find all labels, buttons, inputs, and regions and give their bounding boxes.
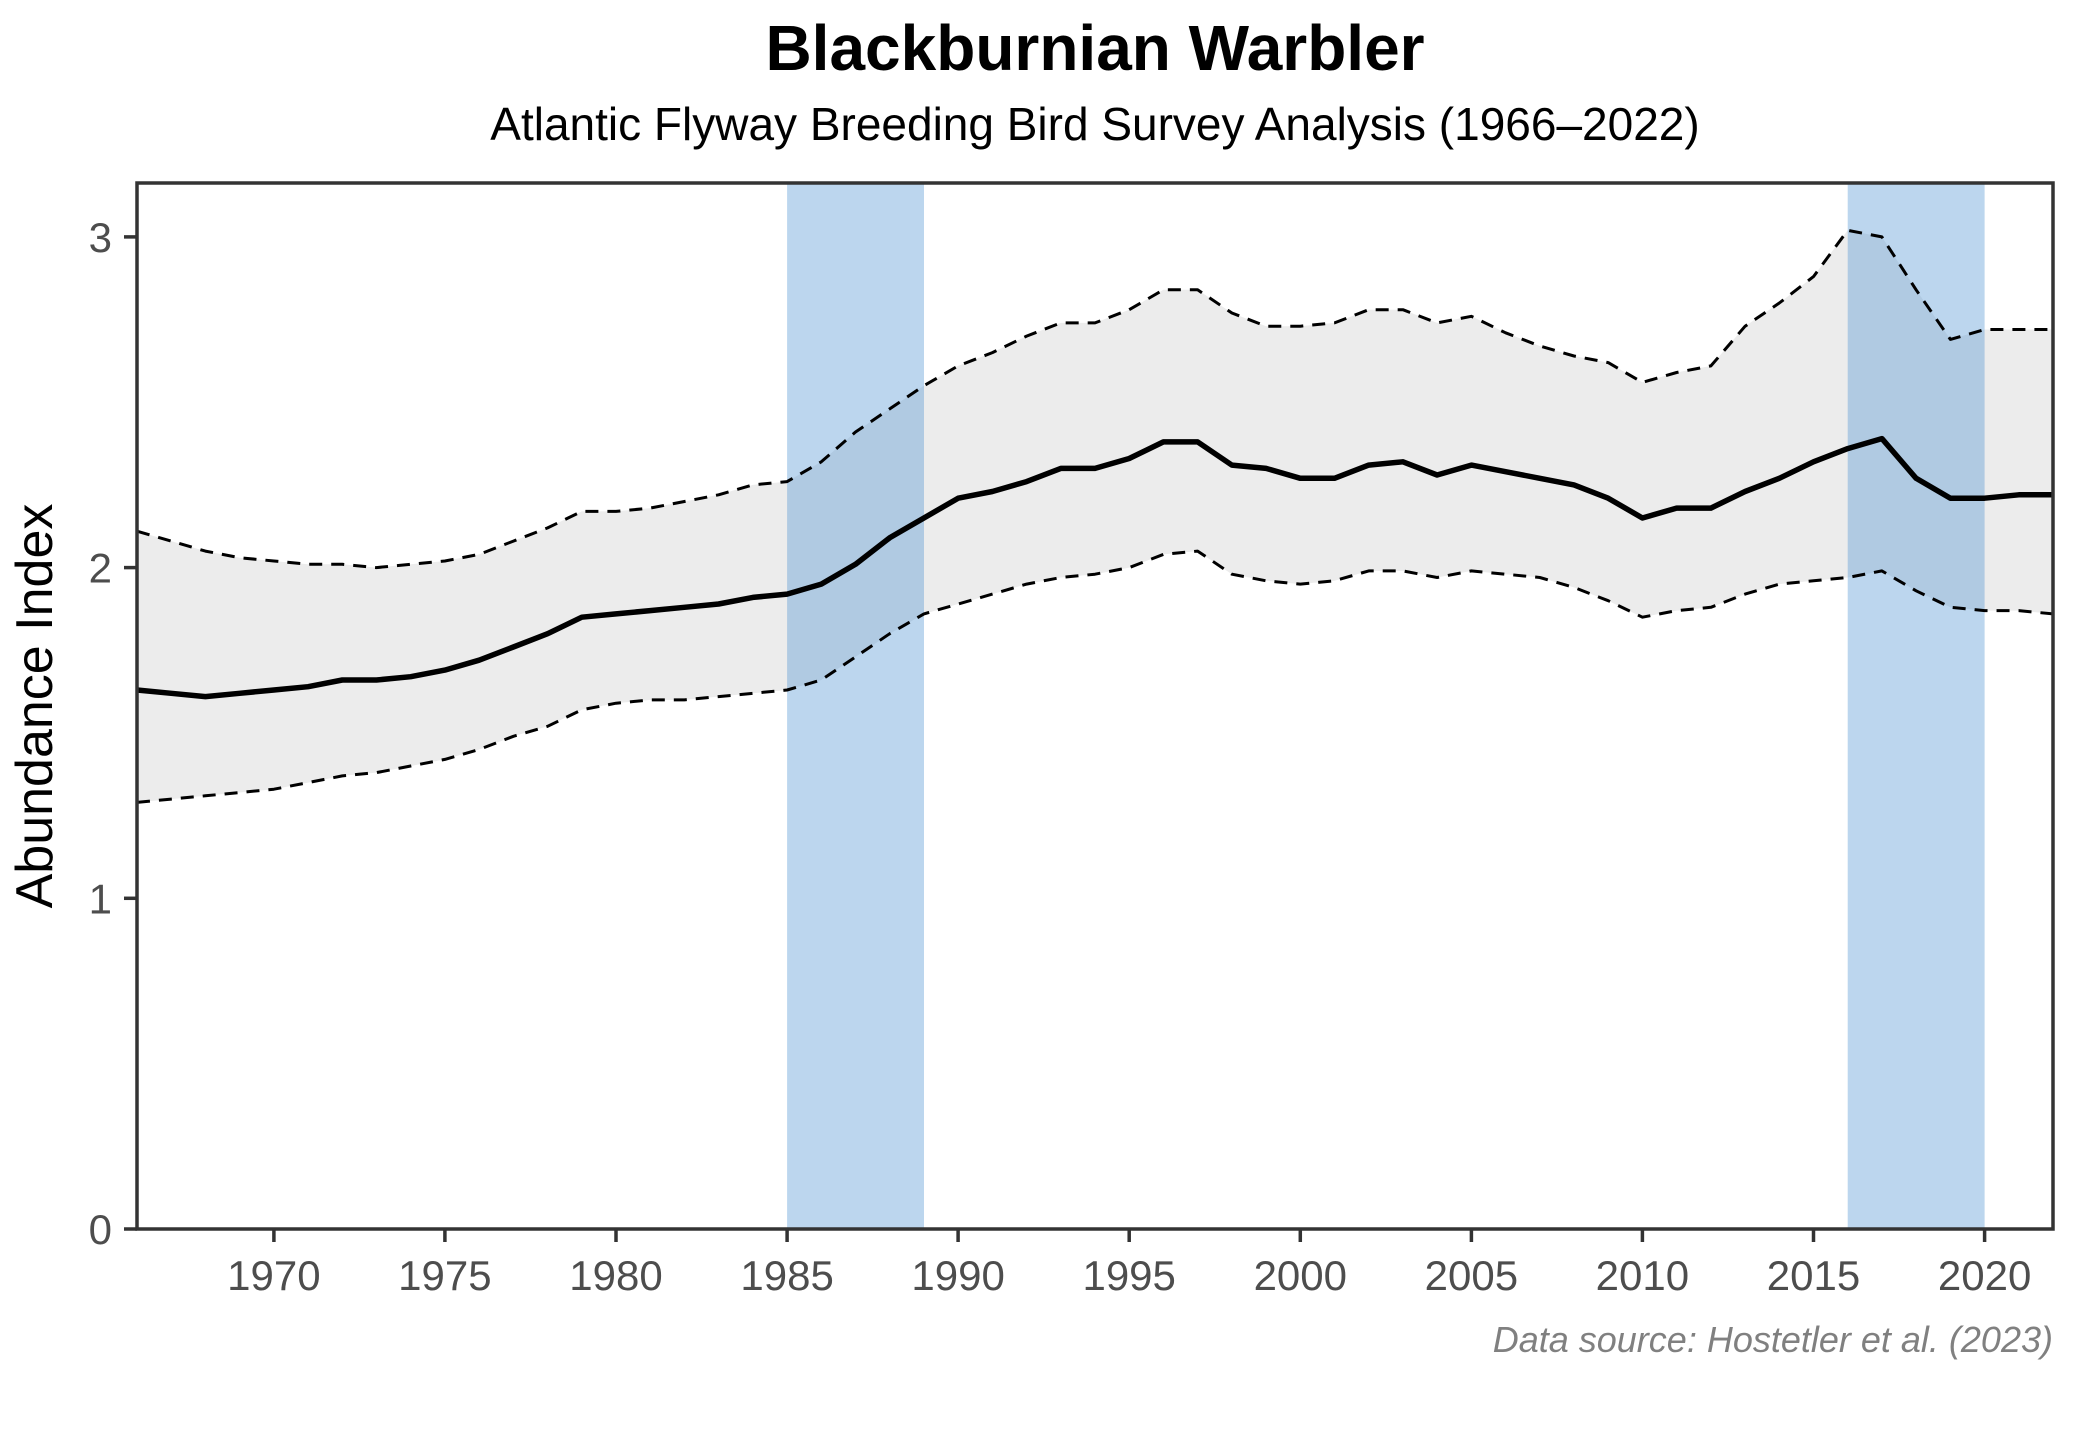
x-tick-label: 2010 bbox=[1596, 1252, 1689, 1299]
chart-title: Blackburnian Warbler bbox=[765, 12, 1424, 84]
x-tick-label: 2015 bbox=[1767, 1252, 1860, 1299]
y-tick-label: 2 bbox=[89, 545, 112, 592]
chart-caption: Data source: Hostetler et al. (2023) bbox=[1493, 1319, 2053, 1360]
x-tick-label: 2000 bbox=[1254, 1252, 1347, 1299]
y-tick-label: 3 bbox=[89, 214, 112, 261]
x-tick-label: 1980 bbox=[569, 1252, 662, 1299]
mean-line-layer bbox=[136, 435, 2053, 700]
panel-border bbox=[135, 181, 2055, 1231]
upper-ci-line bbox=[136, 228, 2053, 570]
x-tick-label: 2005 bbox=[1425, 1252, 1518, 1299]
y-tick-label: 1 bbox=[89, 875, 112, 922]
x-tick-label: 1985 bbox=[740, 1252, 833, 1299]
highlight-band bbox=[1847, 183, 1985, 1229]
panel-frame-layer bbox=[135, 181, 2055, 1231]
y-axis-title: Abundance Index bbox=[6, 504, 64, 909]
y-tick-label: 0 bbox=[89, 1206, 112, 1253]
x-tick-label: 1990 bbox=[911, 1252, 1004, 1299]
x-tick-label: 1975 bbox=[398, 1252, 491, 1299]
axis-ticks-layer bbox=[124, 235, 1987, 1242]
lower-ci-line bbox=[136, 549, 2054, 804]
axis-tick-labels-layer: 1970 1975 1980 1985 1990 1995 2000 2005 2010 2015… bbox=[89, 214, 2032, 1299]
confidence-ribbon bbox=[137, 230, 2053, 803]
highlight-band bbox=[787, 183, 924, 1229]
confidence-ribbon-layer bbox=[137, 230, 2053, 803]
x-tick-label: 2020 bbox=[1938, 1252, 2031, 1299]
abundance-index-line bbox=[136, 435, 2053, 700]
x-tick-label: 1995 bbox=[1082, 1252, 1175, 1299]
x-tick-label: 1970 bbox=[227, 1252, 320, 1299]
confidence-interval-lines-layer bbox=[136, 228, 2054, 804]
highlight-bands-layer bbox=[787, 183, 1985, 1229]
chart-subtitle: Atlantic Flyway Breeding Bird Survey Ana… bbox=[490, 98, 1699, 150]
